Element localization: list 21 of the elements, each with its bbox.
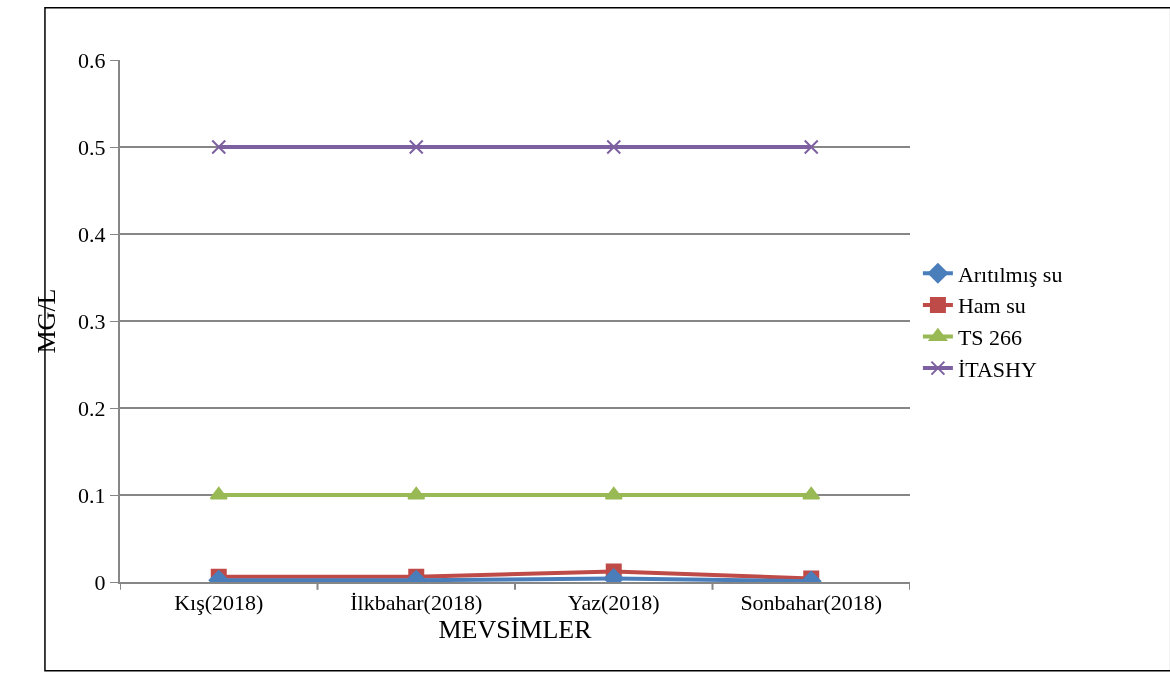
y-tick-label: 0.4 xyxy=(78,221,106,247)
y-tick-label: 0.1 xyxy=(78,482,106,508)
y-tick-label: 0.2 xyxy=(78,395,106,421)
y-axis-title: MG/L xyxy=(32,288,61,354)
legend-label: TS 266 xyxy=(957,325,1023,351)
x-tick-label: Yaz(2018) xyxy=(567,590,660,616)
x-tick-label: Sonbahar(2018) xyxy=(740,590,883,616)
point xyxy=(803,139,819,155)
legend-label: Arıtılmış su xyxy=(957,261,1063,287)
y-tick-label: 0 xyxy=(94,569,106,595)
y-tick-label: 0.5 xyxy=(78,134,106,160)
legend-label: İTASHY xyxy=(957,356,1037,382)
y-tick-label: 0.3 xyxy=(78,308,106,334)
point xyxy=(408,139,424,155)
legend-label: Ham su xyxy=(957,293,1026,319)
point xyxy=(211,139,227,155)
x-tick-label: Kış(2018) xyxy=(174,590,264,616)
y-tick-label: 0.6 xyxy=(78,47,106,73)
point xyxy=(606,139,622,155)
x-axis-title: MEVSİMLER xyxy=(438,615,593,645)
x-tick-label: İlkbahar(2018) xyxy=(350,590,483,616)
